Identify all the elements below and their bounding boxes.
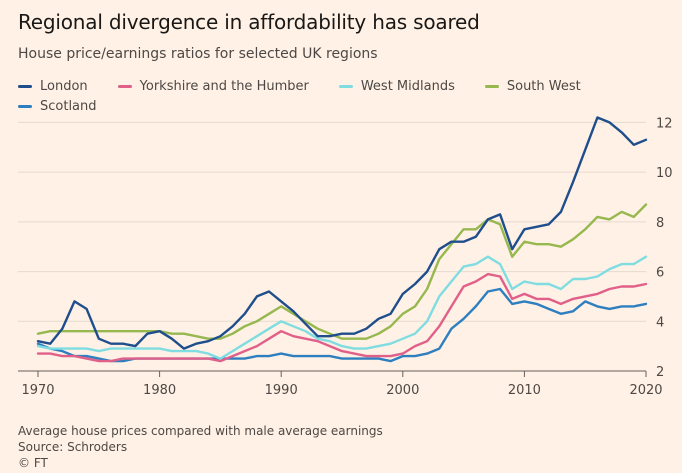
x-tick-label: 1990 [265, 383, 298, 398]
chart-title: Regional divergence in affordability has… [18, 10, 480, 34]
legend-label-yorkshire: Yorkshire and the Humber [139, 78, 309, 94]
legend-label-scotland: Scotland [40, 98, 97, 114]
legend-row-1: London Yorkshire and the Humber West Mid… [18, 76, 658, 96]
series-lines [36, 116, 648, 363]
legend-item-london: London [18, 79, 88, 94]
legend-label-south-west: South West [506, 78, 581, 94]
series-line-yorkshire-and-the-humber [36, 272, 648, 363]
x-tick-label: 2010 [508, 383, 541, 398]
legend-item-west-midlands: West Midlands [338, 78, 455, 94]
source-text: Source: Schroders [18, 440, 128, 454]
y-tick-label: 8 [656, 216, 664, 231]
line-chart: 1970 1980 1990 2000 2010 2020 2 4 6 8 10 12 [18, 116, 673, 398]
footnote-text: Average house prices compared with male … [18, 424, 383, 438]
legend: London Yorkshire and the Humber West Mid… [18, 76, 658, 116]
y-tick-label: 10 [656, 166, 673, 181]
footnote: Average house prices compared with male … [18, 423, 383, 471]
x-axis: 1970 1980 1990 2000 2010 2020 [18, 370, 663, 398]
chart-subtitle: House price/earnings ratios for selected… [18, 46, 378, 62]
x-tick-label: 1980 [143, 383, 176, 398]
legend-item-scotland: Scotland [18, 99, 97, 114]
legend-label-london: London [40, 78, 88, 94]
ft-credit: © FT [18, 456, 48, 470]
legend-swatch-london [18, 84, 32, 88]
series-line-south-west [36, 203, 648, 340]
legend-item-south-west: South West [484, 78, 581, 94]
x-tick-label: 2020 [629, 383, 662, 398]
grid-lines [18, 121, 646, 322]
y-tick-label: 4 [656, 315, 664, 330]
y-tick-label: 12 [656, 116, 673, 131]
y-tick-label: 2 [656, 365, 664, 380]
legend-row-2: Scotland [18, 96, 658, 116]
series-line-london [36, 116, 648, 350]
legend-swatch-scotland [18, 104, 32, 108]
legend-swatch-yorkshire [117, 84, 132, 88]
legend-swatch-west-midlands [338, 84, 353, 88]
x-tick-label: 2000 [386, 383, 419, 398]
legend-label-west-midlands: West Midlands [360, 78, 455, 94]
legend-swatch-south-west [484, 84, 499, 88]
y-tick-label: 6 [656, 266, 664, 281]
legend-item-yorkshire: Yorkshire and the Humber [117, 78, 309, 94]
x-tick-label: 1970 [21, 383, 54, 398]
series-line-west-midlands [36, 255, 648, 360]
y-axis: 2 4 6 8 10 12 [656, 116, 673, 380]
